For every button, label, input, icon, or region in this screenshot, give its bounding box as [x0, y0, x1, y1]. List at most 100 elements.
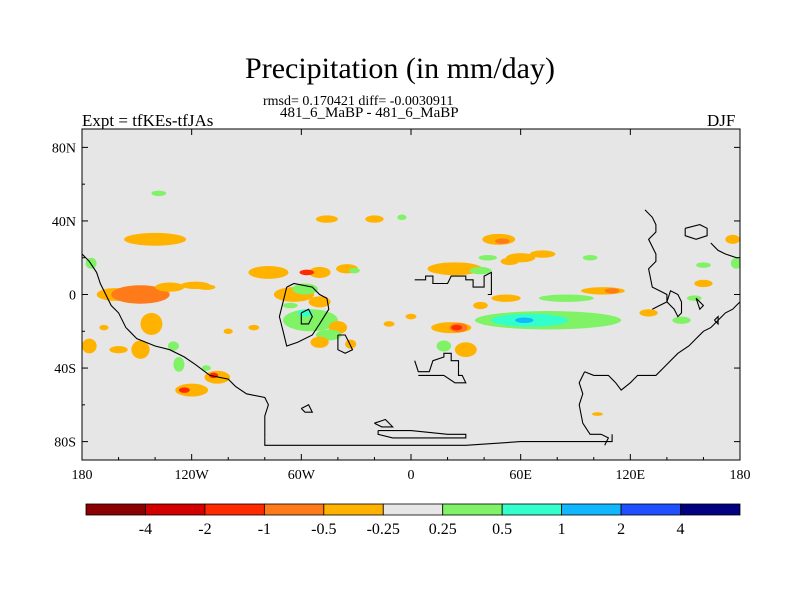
coastline-segment — [710, 242, 740, 259]
contour-region — [131, 340, 150, 359]
y-tick-label: 40N — [52, 215, 76, 230]
contour-region — [500, 257, 519, 266]
contour-region — [197, 284, 216, 290]
colorbar-box — [442, 503, 503, 516]
contour-region — [248, 324, 260, 331]
contour-region — [99, 324, 109, 331]
x-tick-label: 180 — [730, 468, 751, 483]
contour-region — [604, 288, 620, 294]
y-tick-label: 40S — [54, 362, 76, 377]
expt-label: Expt = tfKEs-tfJAs — [82, 111, 214, 130]
x-tick-label: 120W — [175, 468, 210, 483]
colorbar-box — [145, 503, 206, 516]
contour-region — [308, 296, 331, 308]
experiment-pair: 481_6_MaBP - 481_6_MaBP — [280, 105, 459, 121]
x-tick-label: 180 — [72, 468, 93, 483]
contour-region — [515, 317, 534, 324]
anomaly-contours — [82, 190, 740, 416]
contour-region — [223, 328, 233, 335]
contour-region — [730, 257, 740, 269]
contour-region — [155, 282, 185, 292]
colorbar-label: 1 — [558, 521, 566, 538]
contour-region — [82, 338, 97, 354]
y-tick-label: 0 — [69, 289, 76, 304]
colorbar-label: -1 — [258, 521, 271, 538]
colorbar-label: 0.25 — [429, 521, 457, 538]
chart-title: Precipitation (in mm/day) — [245, 52, 555, 85]
coastline-segment — [300, 404, 314, 413]
colorbar-label: -0.25 — [367, 521, 400, 538]
contour-region — [124, 232, 187, 246]
colorbar-label: -4 — [139, 521, 152, 538]
coastline-segment — [666, 290, 683, 318]
stats-line: rmsd= 0.170421 diff= -0.0030911 — [263, 94, 454, 109]
coastline-segment — [584, 301, 740, 391]
contour-region — [348, 267, 360, 274]
contour-region — [173, 357, 185, 372]
coastline-segment — [374, 418, 395, 428]
colorbar-label: 0.5 — [492, 521, 512, 538]
contour-region — [454, 342, 477, 358]
colorbar-box — [204, 503, 265, 516]
contour-region — [491, 294, 521, 302]
coastline-segment — [578, 371, 610, 446]
contour-region — [696, 262, 711, 268]
contour-region — [725, 234, 740, 244]
contour-region — [495, 238, 510, 244]
contour-region — [283, 302, 298, 309]
contour-region — [292, 283, 318, 295]
colorbar-label: 4 — [677, 521, 685, 538]
contour-region — [315, 215, 338, 223]
contour-region — [694, 279, 713, 288]
contour-region — [397, 214, 407, 221]
contour-region — [639, 309, 658, 317]
colorbar-label: -0.5 — [311, 521, 336, 538]
contour-region — [345, 339, 357, 349]
contour-region — [151, 190, 167, 197]
coastline-segment — [82, 253, 269, 438]
x-tick-label: 60W — [288, 468, 316, 483]
contour-region — [473, 301, 488, 310]
contour-region — [436, 340, 452, 352]
coastline-segment — [300, 308, 313, 325]
contour-region — [478, 254, 497, 261]
contour-region — [538, 294, 594, 302]
contour-region — [201, 365, 211, 371]
colorbar-box — [620, 503, 681, 516]
contour-region — [686, 295, 702, 301]
colorbar: -4 -2 -1 -0.5 -0.25 0.25 0.5 1 2 4 — [85, 503, 741, 538]
coastline-segment — [684, 224, 708, 240]
contour-region — [529, 250, 556, 258]
coastline-segment — [264, 434, 613, 446]
contour-region — [140, 312, 163, 335]
x-tick-label: 120E — [616, 468, 646, 483]
colorbar-label: 2 — [617, 521, 625, 538]
x-tick-label: 0 — [408, 468, 415, 483]
contour-region — [365, 215, 384, 223]
coastline-segment — [714, 315, 719, 326]
contour-region — [299, 269, 315, 276]
contour-region — [383, 321, 395, 327]
colorbar-box — [561, 503, 622, 516]
coastline-segment — [695, 297, 705, 311]
colorbar-box — [680, 503, 741, 516]
contour-region — [109, 345, 128, 354]
coastlines — [82, 209, 740, 446]
colorbar-box — [323, 503, 384, 516]
coastline-segment — [377, 430, 467, 439]
contour-region — [582, 254, 598, 261]
coastline-segment — [278, 282, 330, 347]
contour-region — [178, 387, 190, 393]
contour-region — [469, 266, 492, 275]
contour-region — [427, 262, 483, 276]
contour-region — [310, 336, 329, 348]
colorbar-box — [85, 503, 146, 516]
contour-region — [167, 341, 179, 351]
contour-region — [451, 324, 463, 331]
season-label: DJF — [707, 111, 736, 130]
colorbar-label: -2 — [198, 521, 211, 538]
y-tick-label: 80S — [54, 436, 76, 451]
contour-region — [672, 316, 691, 324]
colorbar-box — [501, 503, 563, 516]
